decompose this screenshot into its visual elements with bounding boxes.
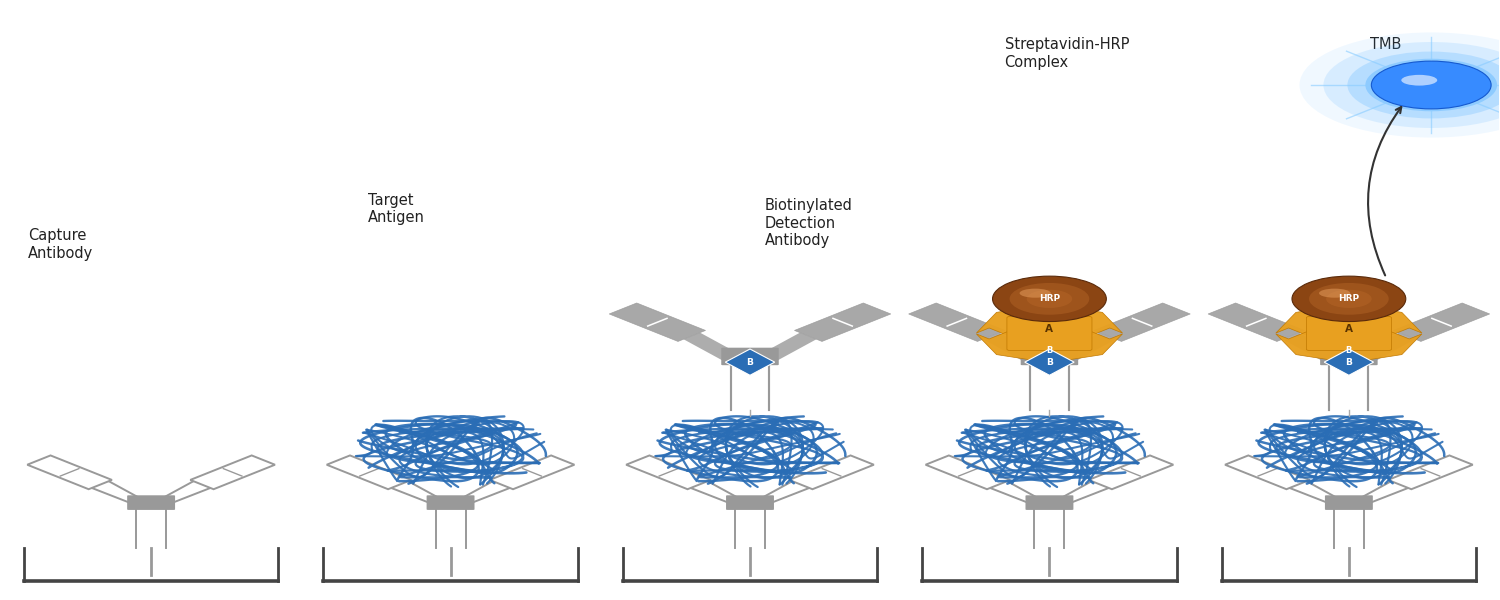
FancyBboxPatch shape — [722, 347, 778, 365]
Polygon shape — [489, 455, 574, 489]
Text: B: B — [747, 358, 753, 367]
Polygon shape — [1324, 349, 1374, 375]
FancyBboxPatch shape — [1026, 495, 1074, 510]
FancyBboxPatch shape — [1007, 317, 1092, 350]
Polygon shape — [1388, 455, 1473, 489]
Polygon shape — [684, 332, 742, 362]
Polygon shape — [1276, 304, 1362, 338]
Text: A: A — [1346, 324, 1353, 334]
Ellipse shape — [1310, 283, 1389, 315]
Polygon shape — [1089, 455, 1173, 489]
Polygon shape — [982, 332, 1042, 362]
Polygon shape — [789, 455, 874, 489]
Polygon shape — [327, 455, 411, 489]
Polygon shape — [726, 349, 774, 375]
Polygon shape — [1356, 332, 1416, 362]
Polygon shape — [609, 303, 705, 341]
Ellipse shape — [1401, 75, 1437, 86]
Polygon shape — [190, 455, 274, 489]
Polygon shape — [1058, 332, 1116, 362]
FancyBboxPatch shape — [1320, 347, 1377, 365]
Polygon shape — [758, 332, 816, 362]
FancyBboxPatch shape — [128, 495, 176, 510]
Polygon shape — [976, 304, 1062, 338]
Text: HRP: HRP — [1040, 295, 1060, 304]
Ellipse shape — [1292, 276, 1406, 322]
Text: Streptavidin-HRP
Complex: Streptavidin-HRP Complex — [1005, 37, 1130, 70]
Ellipse shape — [1318, 289, 1350, 298]
Polygon shape — [626, 455, 711, 489]
Polygon shape — [1226, 455, 1310, 489]
Polygon shape — [1024, 349, 1074, 375]
Polygon shape — [795, 303, 891, 341]
Text: Capture
Antibody: Capture Antibody — [28, 229, 93, 261]
Text: B: B — [1047, 346, 1053, 355]
Ellipse shape — [1010, 283, 1089, 315]
Polygon shape — [926, 455, 1011, 489]
Polygon shape — [909, 303, 1005, 341]
Ellipse shape — [1323, 42, 1500, 128]
Text: B: B — [1346, 358, 1353, 367]
FancyBboxPatch shape — [426, 495, 474, 510]
Polygon shape — [1276, 328, 1362, 362]
Polygon shape — [1036, 304, 1122, 338]
FancyBboxPatch shape — [1020, 347, 1078, 365]
Text: A: A — [1046, 324, 1053, 334]
Polygon shape — [1094, 303, 1191, 341]
Text: Target
Antigen: Target Antigen — [368, 193, 424, 225]
Polygon shape — [1336, 304, 1422, 338]
FancyBboxPatch shape — [1306, 317, 1392, 350]
Text: Biotinylated
Detection
Antibody: Biotinylated Detection Antibody — [765, 199, 853, 248]
Polygon shape — [1208, 303, 1305, 341]
Text: HRP: HRP — [1338, 295, 1359, 304]
Ellipse shape — [1326, 290, 1371, 308]
Ellipse shape — [993, 276, 1107, 322]
Polygon shape — [1336, 328, 1422, 362]
Polygon shape — [27, 455, 112, 489]
FancyBboxPatch shape — [1324, 495, 1372, 510]
Polygon shape — [1394, 303, 1490, 341]
Text: B: B — [1046, 358, 1053, 367]
Text: TMB: TMB — [1370, 37, 1401, 52]
Polygon shape — [976, 328, 1062, 362]
FancyBboxPatch shape — [726, 495, 774, 510]
Polygon shape — [1036, 328, 1122, 362]
Polygon shape — [1282, 332, 1341, 362]
Ellipse shape — [1020, 289, 1052, 298]
Ellipse shape — [1347, 52, 1500, 118]
Text: B: B — [1346, 346, 1352, 355]
Ellipse shape — [1365, 59, 1497, 111]
Ellipse shape — [1299, 32, 1500, 137]
Ellipse shape — [1371, 61, 1491, 109]
Ellipse shape — [1026, 290, 1072, 308]
